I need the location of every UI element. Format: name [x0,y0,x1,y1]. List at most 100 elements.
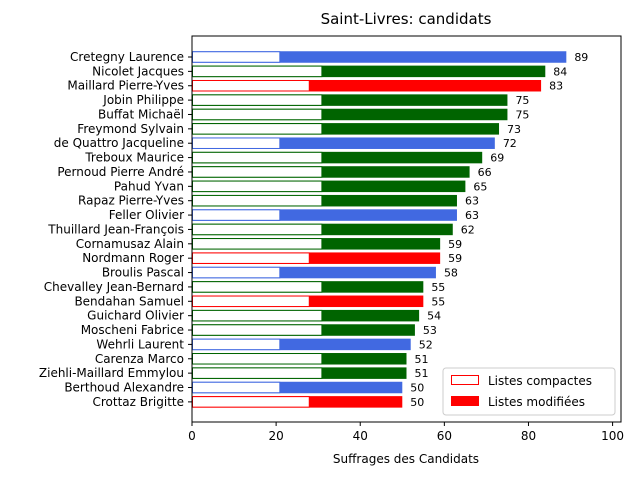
bar-value-label: 59 [448,252,462,265]
bar-compact [192,223,323,236]
y-tick-label: Broulis Pascal [102,266,184,280]
bar-modified [192,137,495,149]
bar-compact [192,194,323,207]
legend-label: Listes compactes [488,374,592,388]
bar-modified [192,108,508,121]
bar-compact [192,123,323,135]
x-tick-label: 40 [353,429,368,443]
bar-compact [192,209,281,221]
bar-value-label: 55 [431,281,445,294]
bar-value-label: 66 [478,166,492,179]
legend-swatch-filled [451,396,479,406]
bar-compact [192,108,323,121]
y-tick-label: Buffat Michaël [98,107,184,121]
bar-modified [192,338,411,351]
bar-compact [192,353,323,365]
bar-value-label: 58 [444,267,458,280]
x-tick-label: 80 [521,429,536,443]
bar-modified [192,65,546,78]
x-tick-label: 20 [268,429,283,443]
y-tick-label: Wehrli Laurent [96,337,184,351]
y-tick-label: Cornamusaz Alain [76,237,184,251]
axes-frame [191,35,622,423]
chart-title: Saint-Livres: candidats [321,10,492,28]
x-tick-label: 0 [188,429,196,443]
y-tick-label: Treboux Maurice [84,151,184,165]
y-tick-label: Pahud Yvan [114,179,184,193]
bar-modified [192,223,453,236]
y-tick-label: Freymond Sylvain [77,122,184,136]
bar-modified [192,209,457,221]
y-tick-label: de Quattro Jacqueline [54,136,184,150]
bar-value-label: 72 [503,137,517,150]
y-tick-label: Carenza Marco [95,352,184,366]
bar-compact [192,281,323,293]
bar-value-label: 65 [473,180,487,193]
bar-compact [192,94,323,106]
legend-label: Listes modifiées [488,395,585,409]
bar-value-label: 63 [465,195,479,208]
bar-compact [192,338,281,351]
bar-modified [192,79,542,92]
y-tick-label: Feller Olivier [109,208,184,222]
y-tick-label: Guichard Olivier [87,309,184,323]
bar-modified [192,166,470,178]
bar-value-label: 84 [553,65,567,78]
bar-value-label: 54 [427,310,441,323]
y-tick-label: Crottaz Brigitte [92,395,184,409]
bar-value-label: 69 [490,152,504,165]
bar-value-label: 51 [415,367,429,380]
bar-modified [192,51,567,63]
x-tick-label: 60 [437,429,452,443]
y-tick-label: Chevalley Jean-Bernard [44,280,184,294]
bar-value-label: 55 [431,295,445,308]
bar-compact [192,295,310,308]
y-tick-label: Bendahan Samuel [74,294,184,308]
y-tick-label: Berthoud Alexandre [64,381,184,395]
bar-compact [192,367,323,379]
y-tick-label: Rapaz Pierre-Yves [78,194,184,208]
bar-compact [192,137,281,149]
y-tick-label: Thuillard Jean-François [47,222,184,236]
bar-value-label: 50 [410,396,424,409]
y-tick-label: Nordmann Roger [82,251,184,265]
bar-compact [192,252,310,264]
bar-value-label: 83 [549,80,563,93]
y-tick-label: Maillard Pierre-Yves [67,79,184,93]
bar-value-label: 52 [419,338,433,351]
bar-modified [192,252,441,264]
bar-modified [192,381,403,394]
bar-modified [192,94,508,106]
bar-value-label: 50 [410,382,424,395]
bar-value-label: 75 [515,108,529,121]
y-tick-label: Moscheni Fabrice [81,323,184,337]
bar-value-label: 73 [507,123,521,136]
legend-box [442,367,616,416]
bar-modified [192,194,457,207]
bar-value-label: 53 [423,324,437,337]
bar-value-label: 63 [465,209,479,222]
y-tick-label: Jobin Philippe [102,93,184,107]
bar-modified [192,266,436,279]
bar-compact [192,396,310,408]
x-axis-label: Suffrages des Candidats [333,452,479,466]
bar-compact [192,180,323,193]
y-tick-label: Pernoud Pierre André [57,165,184,179]
bar-compact [192,166,323,178]
y-tick-label: Ziehli-Maillard Emmylou [39,366,184,380]
y-tick-label: Cretegny Laurence [70,50,184,64]
bar-compact [192,151,323,164]
bar-compact [192,65,323,78]
plot-area: 89 Cretegny Laurence 84 Nicolet Jacques 83 Ma… [39,35,624,443]
y-tick-label: Nicolet Jacques [92,64,184,78]
bar-compact [192,381,281,394]
bar-modified [192,180,466,193]
bar-value-label: 75 [515,94,529,107]
bar-compact [192,324,323,336]
bar-value-label: 62 [461,223,475,236]
legend: Listes compactes Listes modifiées [442,367,616,416]
bar-compact [192,79,310,92]
bar-value-label: 89 [574,51,588,64]
